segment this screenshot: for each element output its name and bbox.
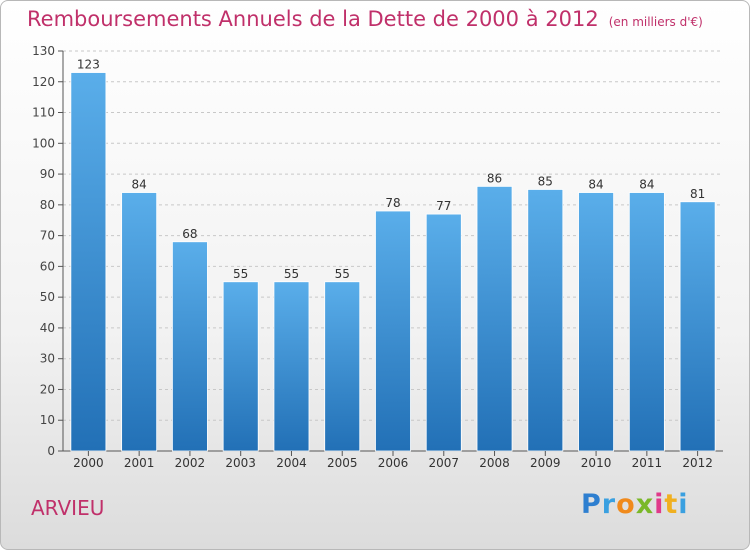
x-tick-label: 2000 (73, 456, 104, 470)
x-tick-label: 2002 (175, 456, 206, 470)
bar-2004 (273, 281, 310, 452)
bar-2008 (476, 185, 513, 452)
bar-2012 (679, 201, 716, 452)
y-tick-label: 130 (32, 44, 55, 58)
x-tick-label: 2012 (682, 456, 713, 470)
x-tick-label: 2005 (327, 456, 358, 470)
bar-2000 (70, 72, 107, 452)
y-tick-label: 50 (40, 290, 55, 304)
y-tick-label: 0 (47, 444, 55, 458)
y-tick-label: 10 (40, 413, 55, 427)
logo-letter: t (664, 489, 679, 520)
y-tick-label: 60 (40, 259, 55, 273)
chart-title-text: Remboursements Annuels de la Dette de 20… (27, 7, 599, 31)
x-tick-label: 2003 (225, 456, 256, 470)
data-label: 81 (690, 187, 705, 201)
y-tick-label: 20 (40, 382, 55, 396)
x-tick-label: 2007 (428, 456, 459, 470)
chart-subtitle: (en milliers d'€) (608, 15, 703, 29)
data-label: 55 (233, 267, 248, 281)
logo-letter: i (654, 489, 665, 520)
x-tick-label: 2004 (276, 456, 307, 470)
bar-2001 (121, 192, 158, 452)
bar-2005 (324, 281, 361, 452)
logo-letter: x (635, 489, 655, 520)
logo-letter: r (601, 489, 617, 520)
data-label: 77 (436, 199, 451, 213)
bar-2002 (172, 241, 208, 452)
x-tick-label: 2008 (479, 456, 510, 470)
data-label: 84 (639, 178, 654, 192)
bar-2009 (527, 189, 564, 452)
y-tick-label: 40 (40, 321, 55, 335)
commune-name: ARVIEU (31, 496, 105, 520)
data-label: 55 (284, 267, 299, 281)
y-tick-label: 70 (40, 229, 55, 243)
data-label: 68 (182, 227, 197, 241)
y-tick-label: 80 (40, 198, 55, 212)
logo-letter: i (678, 489, 689, 520)
x-tick-label: 2006 (378, 456, 409, 470)
data-label: 85 (538, 174, 553, 188)
bar-2003 (222, 281, 259, 452)
y-tick-label: 90 (40, 167, 55, 181)
data-label: 84 (588, 178, 603, 192)
data-label: 123 (77, 58, 100, 72)
proxiti-logo: Proxiti (581, 489, 689, 520)
bar-2011 (628, 192, 665, 452)
data-label: 86 (487, 171, 502, 185)
x-tick-label: 2011 (632, 456, 663, 470)
data-label: 84 (132, 178, 147, 192)
data-label: 78 (385, 196, 400, 210)
bar-2006 (375, 210, 411, 452)
bar-2010 (578, 192, 614, 452)
y-tick-label: 120 (32, 75, 55, 89)
logo-letter: P (581, 489, 602, 520)
y-tick-label: 30 (40, 352, 55, 366)
x-tick-label: 2001 (124, 456, 155, 470)
y-tick-label: 100 (32, 136, 55, 150)
y-tick-label: 110 (32, 106, 55, 120)
x-tick-label: 2010 (581, 456, 612, 470)
bar-2007 (425, 213, 462, 452)
chart-title: Remboursements Annuels de la Dette de 20… (27, 7, 703, 31)
logo-letter: o (616, 489, 636, 520)
x-tick-label: 2009 (530, 456, 561, 470)
data-label: 55 (335, 267, 350, 281)
